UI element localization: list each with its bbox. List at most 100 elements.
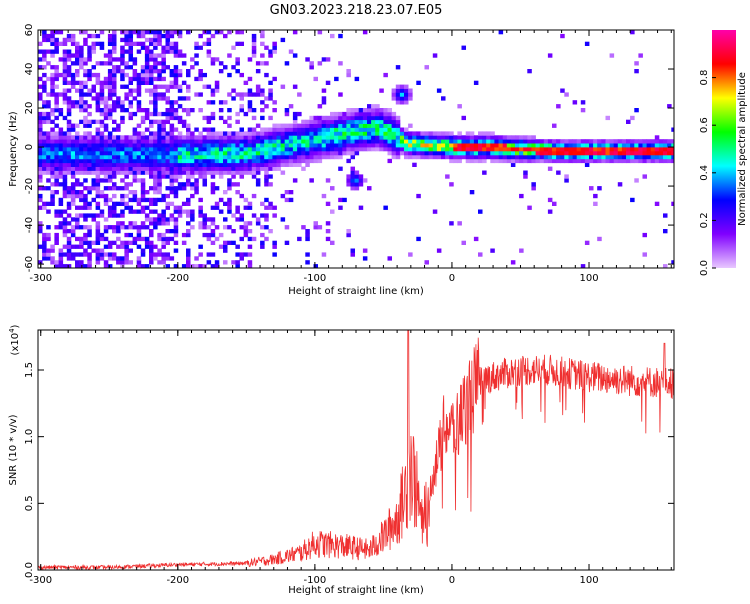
spectrogram-cell — [173, 232, 179, 238]
spectrogram-cell — [235, 182, 240, 187]
spectrogram-cell — [346, 143, 351, 148]
spectrogram-cell — [116, 213, 121, 218]
spectrogram-cell — [70, 252, 76, 257]
spectrogram-cell — [239, 108, 245, 113]
spectrogram-cell — [54, 108, 59, 113]
spectrogram-cell — [83, 80, 88, 85]
spectrogram-cell — [46, 33, 51, 39]
spectrogram-cell — [367, 135, 372, 140]
spectrogram-cell — [75, 143, 80, 148]
spectrogram-cell — [223, 147, 228, 152]
spectrogram-cell — [334, 111, 339, 117]
spectrogram-cell — [181, 170, 187, 175]
spectrogram-cell — [112, 72, 117, 78]
spectrogram-cell — [260, 240, 265, 245]
spectrogram-cell — [136, 158, 142, 164]
spectrogram-cell — [112, 205, 117, 210]
snr-x-label: Height of straight line (km) — [288, 585, 424, 596]
spectrogram-cell — [173, 111, 179, 117]
spectrogram-cell — [531, 158, 536, 164]
spectrogram-cell — [362, 256, 368, 261]
spectrogram-cell — [62, 41, 68, 46]
spectrogram-cell — [391, 96, 397, 101]
spectrogram-cell — [284, 158, 290, 164]
spectrogram-cell — [284, 151, 290, 156]
spectrogram-cell — [531, 186, 536, 191]
spectrogram-cell — [214, 88, 220, 93]
spectrogram-cell — [453, 151, 458, 156]
spectrogram-cell — [658, 139, 664, 144]
spectrogram-cell — [313, 115, 319, 121]
spectrogram-cell — [482, 151, 487, 156]
spectrogram-cell — [46, 186, 51, 191]
spectrogram-cell — [638, 139, 643, 144]
spectrogram-cell — [309, 147, 314, 152]
spectrogram-cell — [654, 201, 660, 206]
spectrogram-cell — [124, 248, 129, 253]
spectrogram-cell — [124, 252, 129, 257]
spectrogram-cell — [453, 154, 458, 160]
spectrogram-cell — [367, 123, 372, 128]
spectrogram-cell — [87, 76, 92, 82]
spectrogram-cell — [334, 115, 339, 121]
spectrogram-cell — [161, 111, 166, 117]
spectrogram-cell — [404, 135, 409, 140]
spectrogram-cell — [149, 151, 154, 156]
spectrogram-cell — [482, 158, 487, 164]
spectrogram-cell — [280, 147, 286, 152]
spectrogram-cell — [58, 174, 64, 179]
spectrogram-cell — [239, 162, 245, 167]
spectrogram-cell — [120, 162, 125, 167]
spectrogram-cell — [432, 53, 438, 58]
spectrogram-cell — [62, 57, 68, 62]
spectrogram-cell — [325, 143, 331, 148]
spectrogram-cell — [173, 53, 179, 58]
spectrogram-cell — [95, 174, 101, 179]
spectrogram-cell — [597, 236, 602, 242]
spectrogram-cell — [297, 158, 302, 164]
spectrogram-cell — [461, 45, 467, 50]
spectrogram-cell — [626, 119, 631, 124]
spectrogram-cell — [66, 170, 72, 175]
spectrogram-cell — [144, 166, 150, 171]
spectrogram-cell — [128, 205, 134, 210]
spectrogram-cell — [247, 139, 253, 144]
spectrogram-cell — [173, 225, 179, 230]
spectrogram-cell — [149, 53, 154, 58]
spectrogram-cell — [453, 147, 458, 152]
spectrogram-cell — [646, 143, 652, 148]
spectrogram-cell — [350, 170, 356, 175]
spectrogram-cell — [116, 123, 121, 128]
spectrogram-cell — [194, 264, 199, 268]
spectrogram-cell — [251, 127, 257, 132]
spectrogram-cell — [387, 151, 393, 156]
spectrogram-cell — [231, 45, 236, 50]
spectrogram-cell — [50, 139, 55, 144]
spectrogram-cell — [112, 33, 117, 39]
spectrogram-cell — [66, 111, 72, 117]
spectrogram-cell — [169, 186, 175, 191]
spectrogram-cell — [338, 205, 343, 210]
spectrogram-cell — [449, 182, 454, 187]
spectrogram-cell — [362, 123, 368, 128]
spectrogram-cell — [218, 170, 224, 175]
spectrogram-cell — [210, 170, 216, 175]
spectrogram-cell — [153, 166, 158, 171]
spectrogram-cell — [177, 30, 183, 35]
spectrogram-cell — [206, 232, 212, 238]
spectrogram-cell — [107, 108, 113, 113]
spectrogram-cell — [153, 209, 158, 214]
spectrogram-cell — [589, 158, 594, 164]
spectrogram-cell — [227, 143, 232, 148]
spectrogram-cell — [330, 135, 335, 140]
spectrogram-cell — [272, 100, 277, 105]
spectrogram-cell — [103, 225, 109, 230]
spectrogram-cell — [112, 252, 117, 257]
spectrogram-cell — [181, 61, 187, 66]
spectrogram-cell — [539, 158, 545, 164]
spectrogram-cell — [650, 158, 656, 164]
spectrogram-cell — [461, 139, 467, 144]
spectrogram-cell — [79, 100, 84, 105]
spectrogram-cell — [112, 174, 117, 179]
spectrogram-cell — [469, 190, 475, 195]
